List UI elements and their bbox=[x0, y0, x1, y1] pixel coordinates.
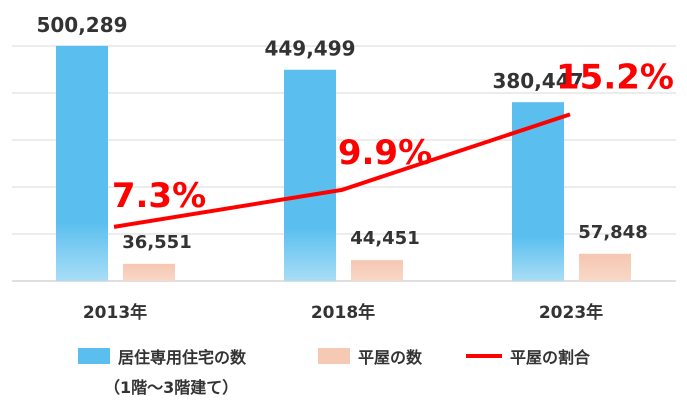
label-housing-1: 449,499 bbox=[264, 37, 355, 61]
x-tick-2: 2023年 bbox=[539, 302, 603, 323]
legend-line-ratio bbox=[466, 354, 502, 358]
legend-label-hiraya: 平屋の数 bbox=[358, 348, 423, 367]
legend-swatch-hiraya bbox=[318, 348, 350, 364]
legend-item-ratio: 平屋の割合 bbox=[466, 344, 590, 368]
label-hiraya-0: 36,551 bbox=[122, 232, 191, 253]
bar-hiraya-1 bbox=[351, 260, 403, 281]
bar-housing-1 bbox=[284, 69, 336, 281]
ratio-line-path bbox=[113, 112, 571, 229]
bars bbox=[56, 45, 631, 282]
label-hiraya-1: 44,451 bbox=[350, 228, 419, 249]
ratio-line bbox=[113, 112, 571, 229]
bar-housing-0 bbox=[56, 45, 108, 282]
gridlines bbox=[12, 45, 676, 282]
label-ratio-1: 9.9% bbox=[338, 133, 432, 173]
legend-swatch-housing bbox=[78, 348, 110, 364]
legend-item-hiraya: 平屋の数 bbox=[318, 344, 422, 368]
x-tick-1: 2018年 bbox=[311, 302, 375, 323]
x-axis-ticks: 2013年 2018年 2023年 bbox=[83, 302, 603, 323]
label-ratio-0: 7.3% bbox=[112, 176, 206, 216]
legend: 居住専用住宅の数 （1階～3階建て） 平屋の数 平屋の割合 bbox=[78, 344, 678, 404]
data-labels: 500,289 36,551 449,499 44,451 380,447 57,848 7… bbox=[36, 13, 674, 253]
x-tick-0: 2013年 bbox=[83, 302, 147, 323]
label-hiraya-2: 57,848 bbox=[578, 222, 647, 243]
legend-label-ratio: 平屋の割合 bbox=[510, 348, 591, 367]
label-housing-0: 500,289 bbox=[36, 13, 127, 37]
legend-item-housing: 居住専用住宅の数 bbox=[78, 344, 246, 368]
chart: 500,289 36,551 449,499 44,451 380,447 57,848 7… bbox=[12, 13, 676, 323]
bar-hiraya-2 bbox=[579, 253, 631, 281]
label-housing-2: 380,447 bbox=[492, 69, 583, 93]
bar-hiraya-0 bbox=[123, 263, 175, 281]
legend-label-housing: 居住専用住宅の数 bbox=[118, 348, 247, 367]
label-ratio-2: 15.2% bbox=[556, 57, 674, 97]
legend-sublabel-housing: （1階～3階建て） bbox=[104, 378, 239, 397]
